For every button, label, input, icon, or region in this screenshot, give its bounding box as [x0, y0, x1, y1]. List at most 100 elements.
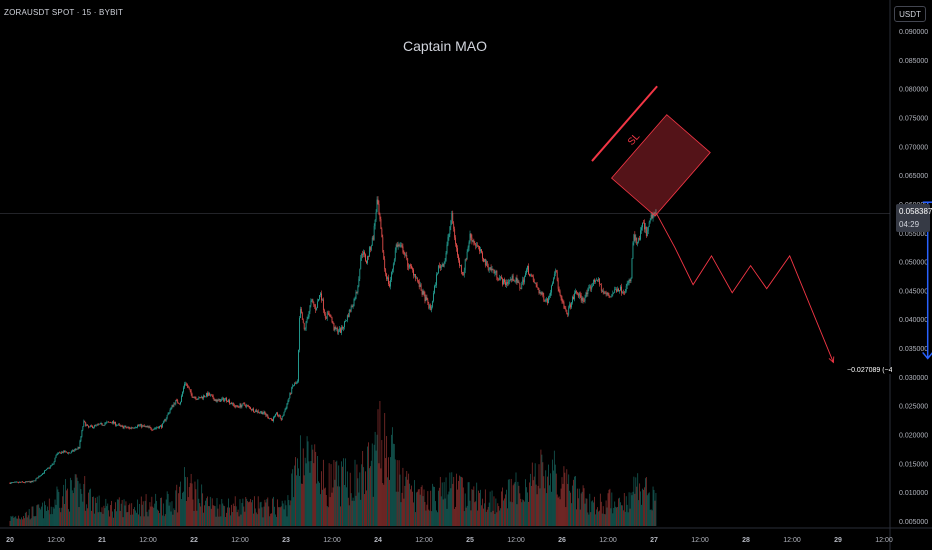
candle-body	[25, 481, 27, 483]
candle-body	[227, 400, 228, 402]
candle-body	[248, 405, 250, 407]
candle-body	[336, 328, 338, 330]
volume-bar	[576, 488, 578, 526]
volume-bar	[511, 502, 513, 526]
x-tick-label: 12:00	[783, 537, 801, 544]
volume-bar	[539, 488, 541, 526]
volume-bar	[255, 512, 257, 526]
candle-body	[485, 261, 487, 266]
volume-bar	[533, 476, 535, 526]
candle-body	[428, 303, 430, 309]
volume-bar	[412, 491, 413, 526]
volume-bar	[356, 464, 358, 526]
volume-bar	[482, 498, 483, 526]
volume-bar	[315, 451, 317, 526]
candle-body	[130, 427, 132, 429]
volume-bar	[344, 484, 345, 526]
candle-body	[455, 237, 457, 244]
candle-body	[460, 265, 461, 267]
candle-body	[228, 400, 229, 402]
candle-body	[223, 397, 225, 402]
candle-body	[447, 237, 449, 245]
volume-bar	[56, 486, 58, 526]
volume-bar	[209, 496, 211, 526]
volume-bar	[454, 508, 456, 526]
volume-bar	[445, 477, 447, 526]
volume-bar	[183, 491, 184, 526]
candle-body	[325, 317, 327, 319]
candle-body	[506, 282, 507, 286]
volume-bar	[160, 498, 161, 526]
candle-body	[323, 310, 325, 315]
volume-bar	[184, 476, 186, 526]
candle-body	[207, 392, 209, 396]
volume-bar	[575, 509, 577, 526]
volume-bar	[154, 503, 156, 526]
candle-body	[619, 290, 620, 292]
x-tick-label: 27	[650, 537, 658, 544]
volume-bar	[121, 500, 123, 526]
volume-bar	[625, 496, 627, 526]
volume-bar	[318, 481, 319, 526]
candle-body	[107, 421, 109, 423]
volume-bar	[223, 505, 225, 526]
candle-body	[533, 280, 535, 284]
candle-body	[639, 238, 641, 240]
volume-bar	[337, 486, 339, 526]
volume-bar	[92, 496, 93, 526]
candle-body	[457, 248, 458, 256]
candle-body	[193, 396, 195, 398]
candle-body	[406, 254, 408, 259]
volume-bar	[254, 508, 256, 526]
volume-bar	[547, 476, 549, 526]
candle-body	[132, 427, 134, 429]
volume-bar	[437, 490, 439, 526]
volume-bar	[78, 507, 80, 526]
candle-body	[647, 226, 649, 231]
candle-body	[499, 277, 501, 280]
volume-bar	[409, 483, 411, 526]
candle-body	[277, 415, 279, 417]
currency-unit-button[interactable]: USDT	[894, 6, 926, 22]
volume-bar	[225, 517, 227, 526]
candle-body	[559, 291, 561, 296]
volume-bar	[59, 507, 61, 526]
candle-body	[371, 237, 373, 246]
volume-bar	[119, 510, 121, 526]
candle-body	[92, 426, 93, 428]
candle-body	[87, 425, 89, 426]
volume-bar	[220, 516, 222, 526]
candle-body	[26, 481, 28, 483]
candle-body	[596, 279, 597, 281]
candle-body	[154, 428, 156, 430]
volume-bar	[277, 507, 279, 526]
volume-bar	[138, 514, 139, 526]
volume-bar	[463, 511, 465, 526]
candle-body	[118, 424, 120, 425]
candle-body	[51, 464, 53, 466]
volume-bar	[601, 513, 603, 526]
volume-bar	[364, 494, 365, 526]
candle-body	[117, 424, 119, 426]
volume-bar	[475, 501, 477, 526]
candle-body	[393, 259, 395, 264]
candle-body	[268, 417, 270, 419]
candle-body	[195, 397, 197, 400]
candle-body	[62, 452, 64, 453]
candle-body	[645, 226, 647, 237]
candle-body	[66, 451, 67, 453]
candle-body	[190, 390, 192, 394]
volume-bar	[630, 492, 632, 526]
candle-body	[505, 282, 506, 286]
candle-body	[121, 425, 123, 427]
candle-body	[472, 240, 474, 242]
volume-bar	[476, 482, 478, 526]
candle-body	[465, 259, 467, 261]
candle-body	[416, 277, 418, 281]
candle-body	[575, 291, 576, 294]
candle-body	[111, 422, 112, 424]
candle-body	[627, 282, 629, 284]
candle-body	[128, 427, 130, 428]
volume-bar	[554, 464, 556, 526]
